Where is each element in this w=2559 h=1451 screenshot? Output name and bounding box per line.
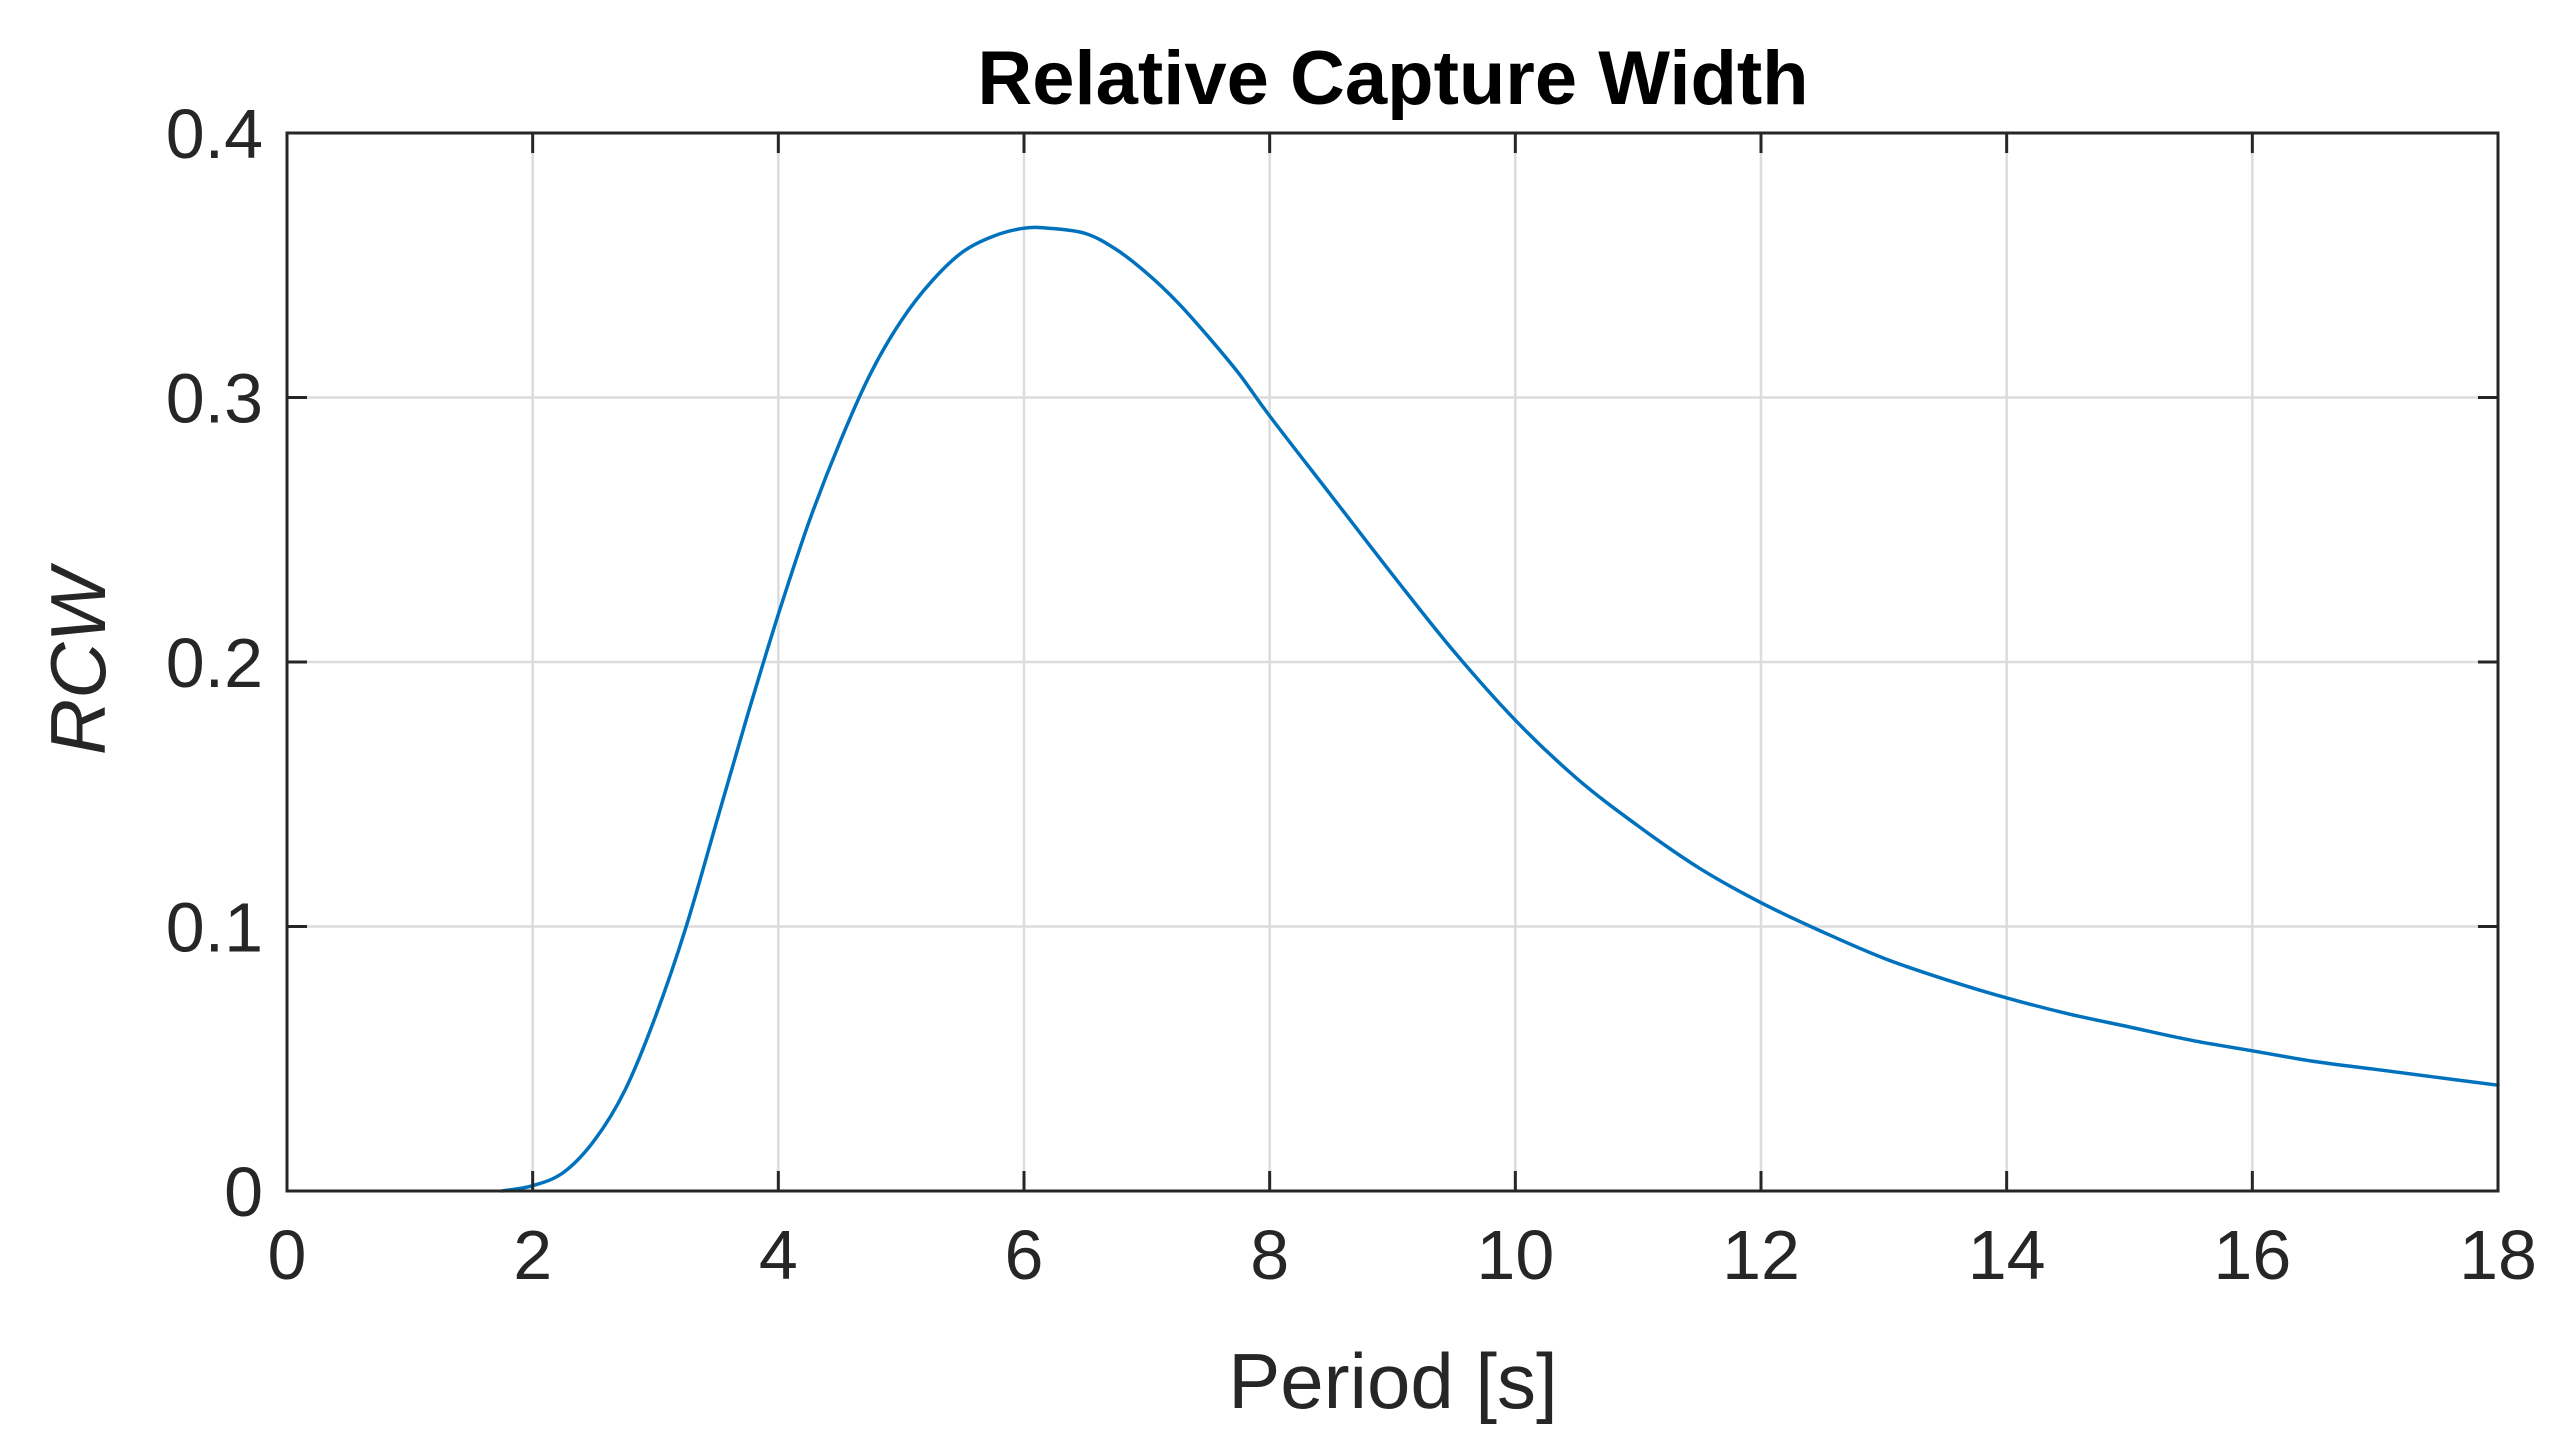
x-tick-label: 4 — [759, 1216, 798, 1294]
x-axis-title: Period [s] — [1228, 1337, 1557, 1425]
x-tick-label: 10 — [1476, 1216, 1554, 1294]
series-layer — [500, 225, 2500, 1193]
x-tick-label: 14 — [1968, 1216, 2046, 1294]
ticks — [285, 131, 2500, 1193]
x-tick-label: 8 — [1250, 1216, 1289, 1294]
y-tick-label: 0 — [224, 1153, 263, 1231]
x-tick-label: 6 — [1005, 1216, 1044, 1294]
x-tick-label: 0 — [268, 1216, 307, 1294]
grid — [287, 133, 2498, 1191]
chart-title: Relative Capture Width — [977, 36, 1808, 121]
x-tick-label: 16 — [2213, 1216, 2291, 1294]
tick-labels: 0 2 4 6 8 10 12 14 16 18 0 0.1 0.2 0.3 0.4 — [166, 95, 2537, 1294]
y-tick-label: 0.1 — [166, 889, 263, 967]
x-tick-label: 18 — [2459, 1216, 2537, 1294]
y-tick-label: 0.3 — [166, 360, 263, 438]
y-tick-label: 0.4 — [166, 95, 263, 173]
series-line — [500, 225, 2500, 1193]
x-tick-label: 2 — [513, 1216, 552, 1294]
y-tick-label: 0.2 — [166, 624, 263, 702]
x-tick-label: 12 — [1722, 1216, 1800, 1294]
y-axis-title: RCW — [34, 562, 122, 755]
